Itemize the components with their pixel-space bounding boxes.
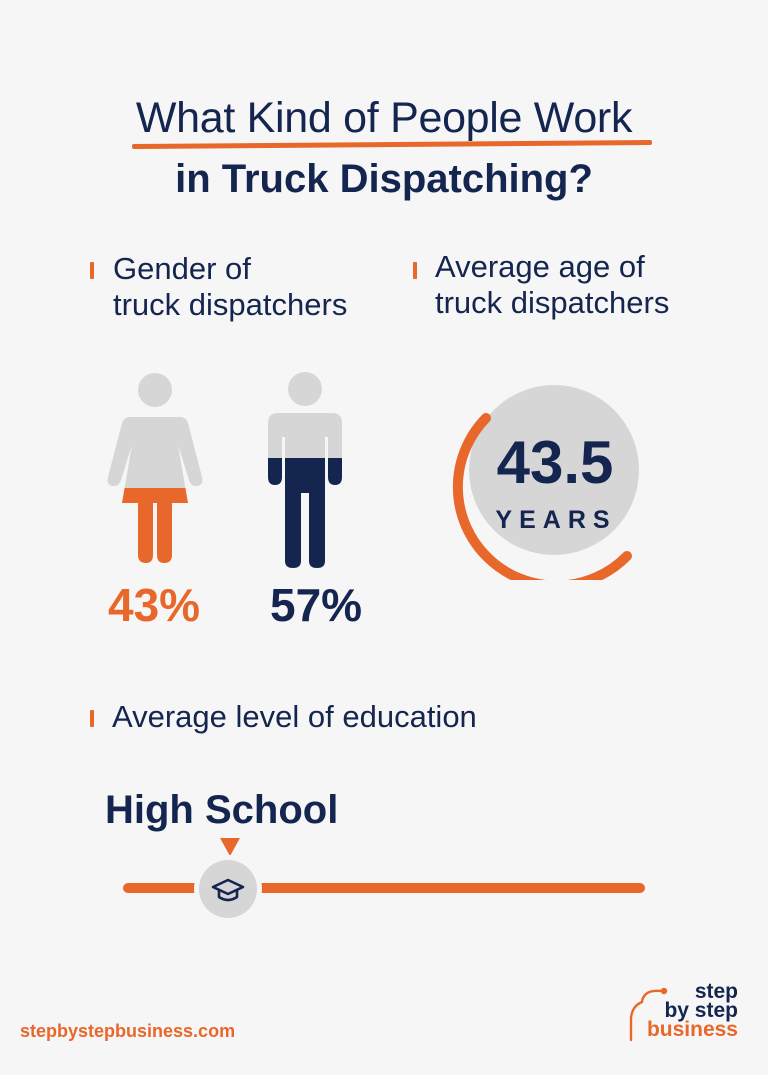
education-marker: [199, 860, 257, 918]
page-title-line1: What Kind of People Work: [135, 94, 633, 142]
male-figure-icon: [268, 372, 342, 568]
logo-line3: business: [646, 1018, 738, 1041]
section-marker: [90, 262, 94, 279]
female-percentage: 43%: [108, 579, 201, 631]
graduation-cap-icon: [211, 878, 245, 902]
gender-label-line2: truck dispatchers: [113, 287, 348, 322]
section-marker: [413, 262, 417, 279]
education-section-label: Average level of education: [112, 699, 477, 734]
logo-line2: by step: [664, 999, 738, 1022]
male-percentage: 57%: [270, 579, 363, 631]
age-value: 43.5: [496, 429, 614, 496]
pointer-triangle-icon: [220, 838, 240, 856]
age-label-line2: truck dispatchers: [435, 285, 670, 320]
age-section-label: Average age of truck dispatchers: [435, 249, 669, 321]
gender-label-line1: Gender of: [113, 251, 251, 286]
gender-section-label: Gender of truck dispatchers: [113, 251, 347, 323]
age-gauge: [452, 385, 639, 580]
section-marker: [90, 710, 94, 727]
education-value: High School: [105, 788, 339, 832]
logo-swoosh-icon: [629, 987, 668, 1042]
page-title-line2: in Truck Dispatching?: [175, 157, 593, 201]
education-scale-bar: [123, 883, 645, 893]
age-label-line1: Average age of: [435, 249, 645, 284]
logo-line1: step: [694, 980, 738, 1003]
brand-logo[interactable]: step by step business: [620, 980, 740, 1042]
footer-url[interactable]: stepbystepbusiness.com: [20, 1021, 236, 1041]
female-figure-icon: [107, 373, 203, 563]
age-unit: YEARS: [495, 506, 617, 534]
